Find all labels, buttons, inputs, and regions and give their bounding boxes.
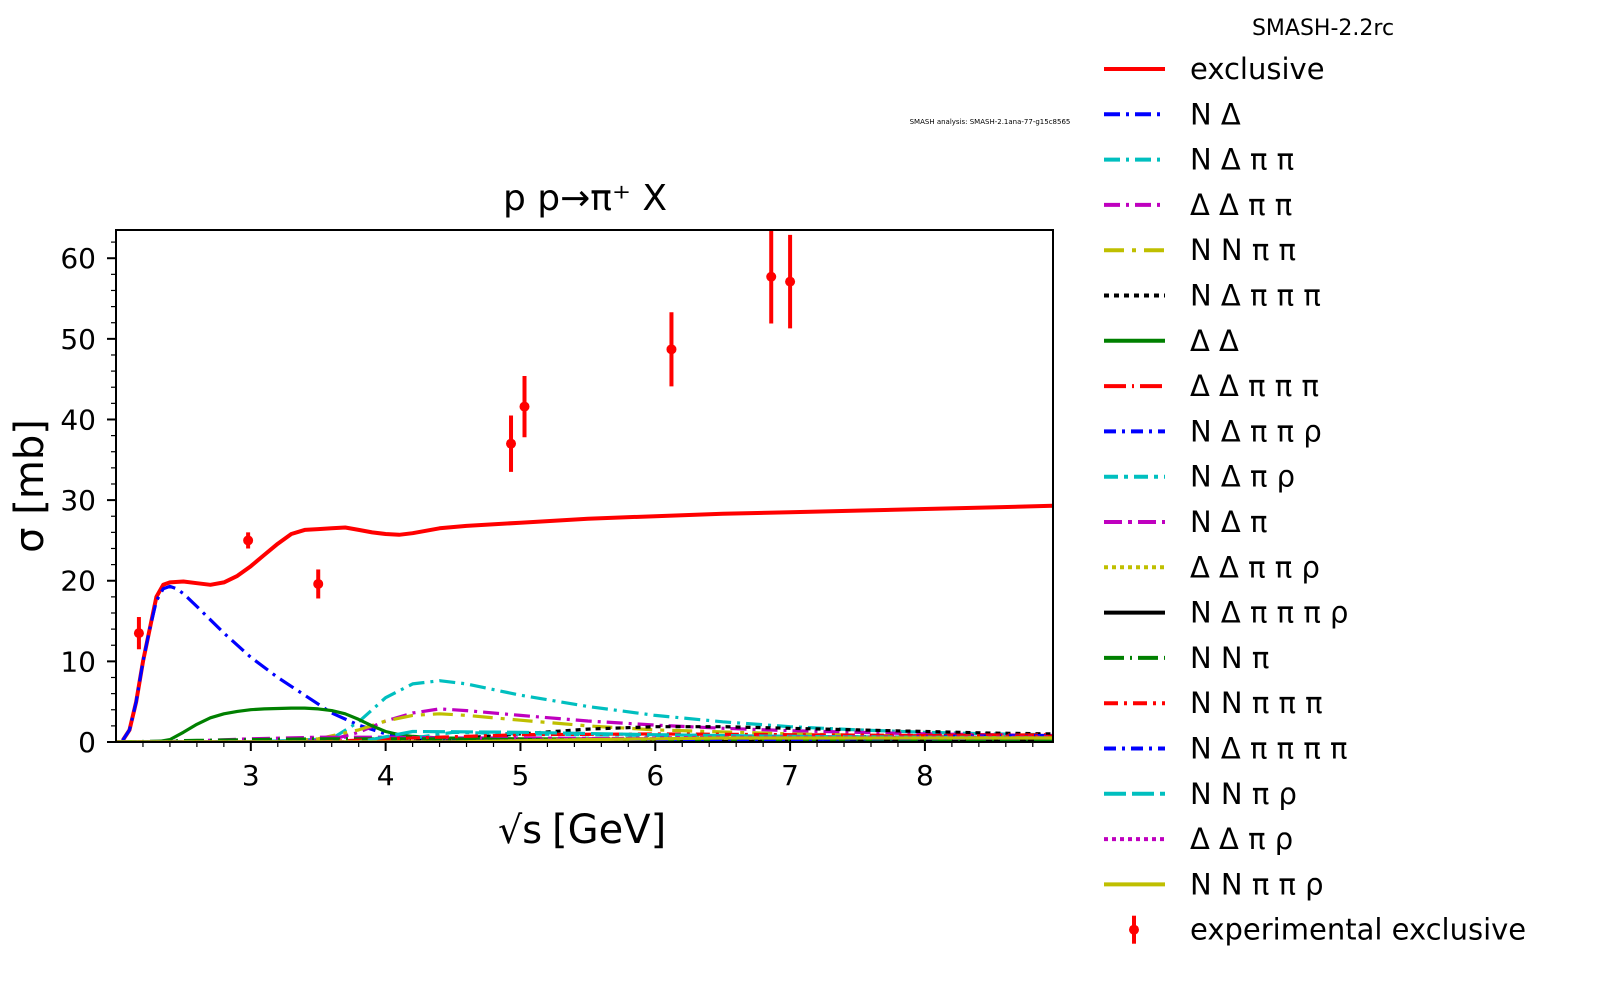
data-marker bbox=[785, 276, 796, 287]
experimental-point bbox=[243, 532, 254, 549]
y-tick-label: 10 bbox=[60, 645, 96, 678]
x-axis-label: √s [GeV] bbox=[498, 807, 666, 853]
legend-label: N Δ π π ρ bbox=[1190, 414, 1322, 448]
x-axis-sqrt: √s bbox=[498, 808, 542, 852]
legend-item-n-delta-pi-pi-pi-pi: N Δ π π π π bbox=[1104, 732, 1347, 766]
data-marker bbox=[666, 344, 677, 355]
series-line-n-delta-pi-pi bbox=[116, 679, 1053, 742]
legend-label: Δ Δ π π π bbox=[1190, 369, 1319, 403]
data-marker bbox=[519, 401, 530, 412]
legend-item-n-delta-pi-pi-pi-rho: N Δ π π π ρ bbox=[1104, 596, 1348, 630]
experimental-point bbox=[506, 415, 517, 472]
legend-item-delta-delta: Δ Δ bbox=[1104, 324, 1239, 358]
legend-item-n-n-pi-pi-rho: N N π π ρ bbox=[1104, 867, 1324, 901]
legend-item-delta-delta-pi-pi-rho: Δ Δ π π ρ bbox=[1104, 550, 1320, 584]
data-marker bbox=[133, 628, 144, 639]
legend-item-n-n-pi-pi-pi: N N π π π bbox=[1104, 686, 1323, 720]
legend-item-experimental-exclusive: experimental exclusive bbox=[1129, 913, 1526, 947]
y-tick-label: 40 bbox=[60, 403, 96, 436]
data-marker bbox=[506, 438, 517, 449]
y-axis-label: σ [mb] bbox=[7, 419, 53, 553]
legend-item-exclusive: exclusive bbox=[1104, 52, 1325, 86]
legend-item-n-delta: N Δ bbox=[1104, 97, 1241, 131]
y-tick-label: 30 bbox=[60, 484, 96, 517]
data-marker bbox=[313, 578, 324, 589]
legend-label: N Δ π π π bbox=[1190, 279, 1321, 313]
series-line-n-delta-pi-pi-pi bbox=[116, 725, 1053, 742]
legend-label: Δ Δ π π ρ bbox=[1190, 550, 1320, 584]
y-tick-label: 50 bbox=[60, 323, 96, 356]
legend-label: Δ Δ π ρ bbox=[1190, 822, 1293, 856]
y-tick-label: 0 bbox=[78, 726, 96, 759]
legend-label: N Δ π ρ bbox=[1190, 460, 1295, 494]
legend-item-n-n-pi-rho: N N π ρ bbox=[1104, 777, 1297, 811]
series-line-n-n-pi-pi-rho bbox=[116, 736, 1053, 742]
legend-label: N Δ π π bbox=[1190, 143, 1294, 177]
legend-label: Δ Δ π π bbox=[1190, 188, 1292, 222]
legend-item-n-n-pi: N N π bbox=[1104, 641, 1269, 675]
plot-frame bbox=[115, 229, 1054, 743]
experimental-point bbox=[519, 375, 530, 438]
x-tick-label: 5 bbox=[512, 759, 530, 792]
x-tick-label: 4 bbox=[377, 759, 395, 792]
legend-item-delta-delta-pi-rho: Δ Δ π ρ bbox=[1104, 822, 1293, 856]
x-tick-label: 3 bbox=[242, 759, 260, 792]
experimental-point bbox=[785, 234, 796, 329]
legend-label: N Δ π π π ρ bbox=[1190, 596, 1348, 630]
chart-title: p p→π⁺ X bbox=[503, 178, 667, 219]
data-marker bbox=[766, 271, 777, 282]
series-line-n-delta bbox=[121, 584, 1053, 742]
experimental-point bbox=[666, 312, 677, 387]
legend-label: N Δ π bbox=[1190, 505, 1267, 539]
y-tick-label: 60 bbox=[60, 242, 96, 275]
legend-label: N N π bbox=[1190, 641, 1269, 675]
x-tick-label: 7 bbox=[781, 759, 799, 792]
legend-item-n-delta-pi-pi: N Δ π π bbox=[1104, 143, 1294, 177]
legend-label: N N π ρ bbox=[1190, 777, 1297, 811]
y-tick-label: 20 bbox=[60, 565, 96, 598]
x-tick-label: 8 bbox=[916, 759, 934, 792]
x-axis-unit: [GeV] bbox=[552, 807, 666, 853]
legend-item-n-delta-pi-pi-rho: N Δ π π ρ bbox=[1104, 414, 1322, 448]
plot-area: 3 4 5 6 7 8 0 10 20 30 40 50 60 bbox=[60, 229, 1054, 792]
legend-label: Δ Δ bbox=[1190, 324, 1239, 358]
experimental-point bbox=[133, 617, 144, 650]
legend-label: N Δ π π π π bbox=[1190, 732, 1347, 766]
experimental-point bbox=[313, 569, 324, 599]
series-line-exclusive bbox=[121, 503, 1053, 742]
legend-label: N Δ bbox=[1190, 97, 1241, 131]
legend-label: N N π π ρ bbox=[1190, 867, 1324, 901]
experimental-point bbox=[766, 230, 777, 324]
data-marker bbox=[243, 535, 254, 546]
legend-item-delta-delta-pi-pi-pi: Δ Δ π π π bbox=[1104, 369, 1319, 403]
legend-label: N N π π π bbox=[1190, 686, 1323, 720]
legend-item-n-delta-pi-rho: N Δ π ρ bbox=[1104, 460, 1295, 494]
legend-label: experimental exclusive bbox=[1190, 913, 1526, 947]
experimental-layer bbox=[133, 230, 796, 650]
legend-item-n-delta-pi-pi-pi: N Δ π π π bbox=[1104, 279, 1321, 313]
axis-layer: 3 4 5 6 7 8 0 10 20 30 40 50 60 bbox=[60, 241, 1034, 792]
series-layer bbox=[116, 503, 1053, 742]
legend-label: N N π π bbox=[1190, 233, 1296, 267]
version-label: SMASH-2.2rc bbox=[1252, 16, 1394, 41]
analysis-label: SMASH analysis: SMASH-2.1ana-77-g15c8565 bbox=[910, 118, 1071, 126]
legend-swatch-marker bbox=[1129, 924, 1139, 935]
legend-item-n-n-pi-pi: N N π π bbox=[1104, 233, 1296, 267]
legend: exclusive N Δ N Δ π π Δ Δ π π N N π π N Δ π π… bbox=[1104, 52, 1526, 947]
legend-item-n-delta-pi: N Δ π bbox=[1104, 505, 1267, 539]
legend-item-delta-delta-pi-pi: Δ Δ π π bbox=[1104, 188, 1292, 222]
series-line-delta-delta-pi-pi bbox=[116, 707, 1053, 742]
x-tick-label: 6 bbox=[646, 759, 664, 792]
legend-label: exclusive bbox=[1190, 52, 1325, 86]
